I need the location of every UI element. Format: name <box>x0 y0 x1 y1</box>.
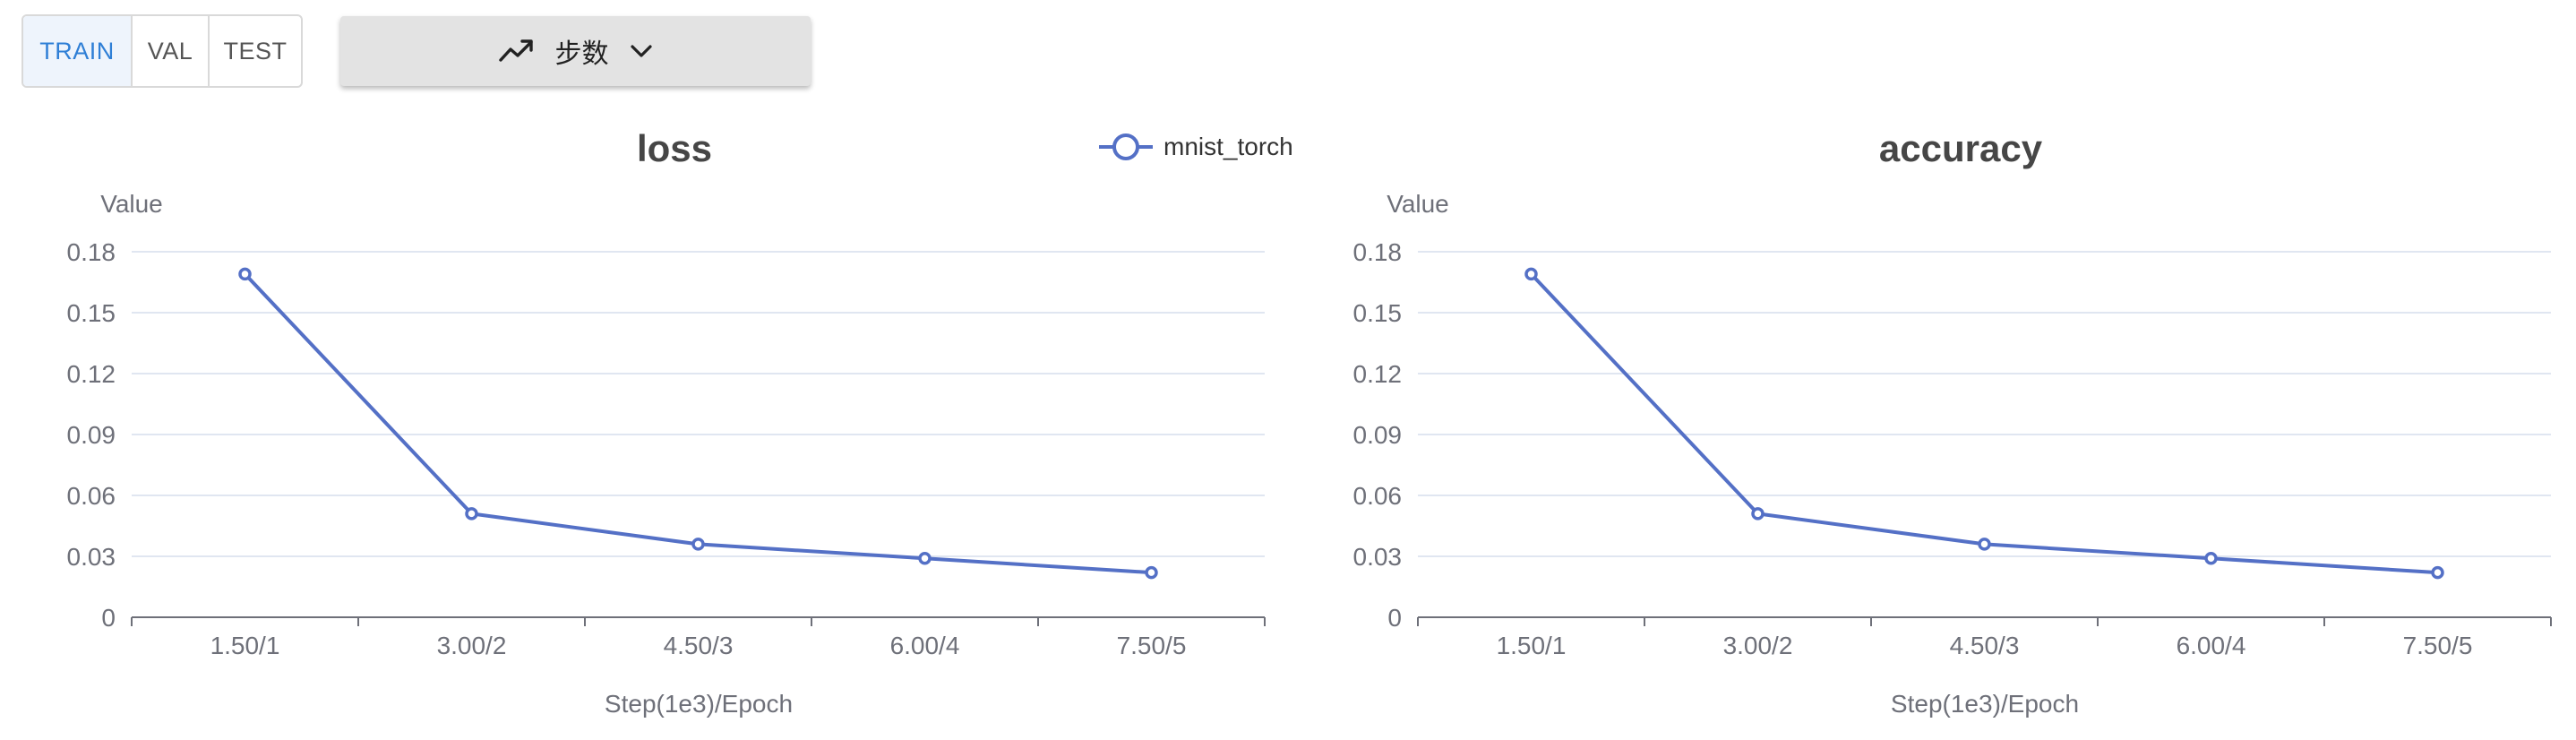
y-axis-label: Value <box>100 190 163 218</box>
x-tick-label: 1.50/1 <box>1497 632 1567 659</box>
tab-test[interactable]: TEST <box>208 16 301 86</box>
data-point <box>691 538 705 551</box>
series-line <box>1530 272 2438 575</box>
x-tick-label: 3.00/2 <box>437 632 507 659</box>
y-axis-label: Value <box>1387 190 1449 218</box>
x-axis-label: Step(1e3)/Epoch <box>1891 690 2079 718</box>
x-tick-label: 3.00/2 <box>1723 632 1793 659</box>
y-tick-label: 0.12 <box>67 360 116 388</box>
loss-chart: loss Value Step(1e3)/Epoch 0 0.03 0.06 0.09… <box>67 127 1266 718</box>
series-line <box>244 272 1152 575</box>
xaxis-mode-label: 步数 <box>554 39 609 70</box>
data-point <box>1978 538 1991 551</box>
y-tick-label: 0.18 <box>67 238 116 266</box>
tab-val[interactable]: VAL <box>131 16 208 86</box>
y-tick-label: 0.09 <box>67 421 116 449</box>
split-tabs: TRAIN VAL TEST <box>21 14 303 88</box>
legend-marker <box>1112 133 1139 160</box>
tab-train[interactable]: TRAIN <box>23 16 131 86</box>
y-tick-label: 0.15 <box>1353 299 1403 327</box>
y-tick-label: 0.03 <box>67 543 116 571</box>
y-tick-label: 0.09 <box>1353 421 1403 449</box>
accuracy-plot: 0 0.03 0.06 0.09 0.12 0.15 0.18 1.50/1 3.00/2 4.5… <box>1353 238 2552 659</box>
y-tick-label: 0 <box>1387 604 1402 632</box>
xaxis-mode-dropdown[interactable]: 步数 <box>340 16 811 86</box>
data-point <box>1751 507 1765 521</box>
data-point <box>918 552 932 565</box>
trending-up-icon <box>498 39 533 62</box>
x-tick-label: 1.50/1 <box>210 632 280 659</box>
chart-title: loss <box>637 127 712 169</box>
y-tick-label: 0.15 <box>67 299 116 327</box>
x-tick-label: 7.50/5 <box>1117 632 1187 659</box>
y-tick-label: 0.06 <box>1353 482 1403 510</box>
x-tick-label: 6.00/4 <box>2177 632 2246 659</box>
y-tick-label: 0.12 <box>1353 360 1403 388</box>
data-point <box>465 507 478 521</box>
legend-label: mnist_torch <box>1163 133 1293 160</box>
legend[interactable]: mnist_torch <box>1099 133 1293 160</box>
accuracy-chart: accuracy Value Step(1e3)/Epoch 0 0.03 0.06… <box>1353 127 2552 718</box>
x-axis-label: Step(1e3)/Epoch <box>605 690 793 718</box>
x-tick-label: 6.00/4 <box>890 632 960 659</box>
loss-plot: 0 0.03 0.06 0.09 0.12 0.15 0.18 1.50/1 3.00/2 4.5… <box>67 238 1266 659</box>
data-point <box>2431 565 2444 580</box>
chart-title: accuracy <box>1879 127 2043 169</box>
y-tick-label: 0 <box>101 604 116 632</box>
y-tick-label: 0.06 <box>67 482 116 510</box>
y-tick-label: 0.03 <box>1353 543 1403 571</box>
data-point <box>1524 267 1538 281</box>
data-point <box>1145 565 1158 580</box>
chevron-down-icon <box>630 45 652 57</box>
x-tick-label: 4.50/3 <box>1950 632 2020 659</box>
data-point <box>238 267 252 281</box>
x-tick-label: 4.50/3 <box>664 632 734 659</box>
data-point <box>2204 552 2218 565</box>
y-tick-label: 0.18 <box>1353 238 1403 266</box>
x-tick-label: 7.50/5 <box>2403 632 2473 659</box>
